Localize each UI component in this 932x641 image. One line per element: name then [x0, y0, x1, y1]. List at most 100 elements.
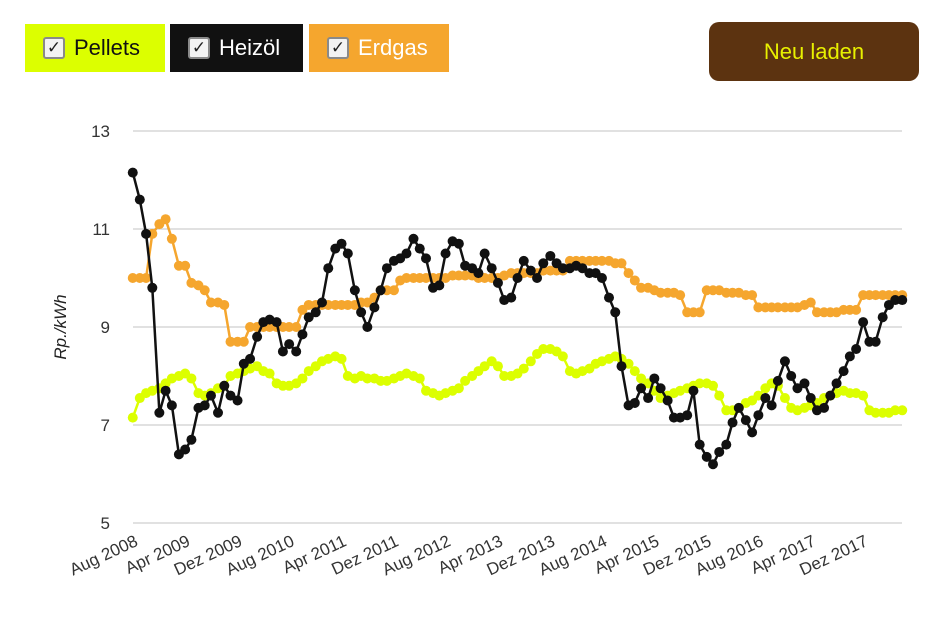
- data-point-heizoel: [557, 263, 568, 274]
- data-point-heizoel: [538, 258, 549, 269]
- data-point-heizoel: [858, 317, 869, 328]
- data-point-pellets: [538, 344, 549, 355]
- y-tick-label: 13: [91, 122, 110, 141]
- data-point-heizoel: [525, 265, 536, 276]
- data-point-heizoel: [753, 410, 764, 421]
- data-point-heizoel: [127, 167, 138, 178]
- data-point-heizoel: [199, 400, 210, 411]
- data-point-erdgas: [753, 302, 764, 313]
- data-point-erdgas: [199, 285, 210, 296]
- data-point-pellets: [707, 380, 718, 391]
- data-point-heizoel: [694, 439, 705, 450]
- data-point-erdgas: [460, 270, 471, 281]
- data-point-erdgas: [205, 297, 216, 308]
- data-point-erdgas: [284, 322, 295, 332]
- data-point-heizoel: [877, 312, 888, 323]
- data-point-heizoel: [369, 302, 380, 313]
- data-point-heizoel: [147, 282, 158, 293]
- data-point-pellets: [518, 363, 529, 374]
- data-point-erdgas: [291, 322, 302, 332]
- data-point-erdgas: [401, 273, 412, 283]
- y-tick-label: 11: [92, 220, 110, 239]
- data-point-heizoel: [727, 417, 738, 428]
- data-point-pellets: [414, 373, 425, 384]
- data-point-heizoel: [616, 361, 627, 372]
- data-point-heizoel: [323, 263, 334, 274]
- data-point-pellets: [714, 390, 725, 401]
- data-point-heizoel: [473, 268, 484, 279]
- data-point-heizoel: [512, 273, 523, 283]
- reload-button[interactable]: Neu laden: [709, 22, 919, 81]
- legend-toggle-erdgas[interactable]: ✓ Erdgas: [309, 24, 449, 72]
- checkbox-pellets[interactable]: ✓: [43, 37, 65, 59]
- data-point-heizoel: [205, 390, 216, 401]
- data-point-heizoel: [779, 356, 790, 367]
- data-point-pellets: [525, 356, 536, 367]
- data-point-heizoel: [890, 295, 901, 306]
- legend-label-heizoel: Heizöl: [219, 35, 281, 60]
- data-point-heizoel: [596, 273, 607, 283]
- data-point-erdgas: [166, 233, 177, 244]
- data-point-erdgas: [629, 275, 640, 286]
- data-point-heizoel: [180, 444, 191, 455]
- data-point-heizoel: [506, 292, 517, 303]
- legend-toggle-pellets[interactable]: ✓ Pellets: [25, 24, 165, 72]
- y-tick-label: 7: [101, 416, 110, 435]
- data-point-erdgas: [342, 299, 353, 310]
- data-point-erdgas: [747, 290, 758, 301]
- data-point-pellets: [460, 375, 471, 386]
- data-point-heizoel: [297, 329, 308, 340]
- data-point-heizoel: [401, 248, 412, 259]
- data-point-erdgas: [245, 322, 256, 332]
- data-point-erdgas: [694, 307, 705, 318]
- data-point-pellets: [362, 373, 373, 384]
- data-point-heizoel: [610, 307, 621, 318]
- data-point-heizoel: [453, 238, 464, 249]
- data-point-heizoel: [421, 253, 432, 264]
- data-point-heizoel: [721, 439, 732, 450]
- data-point-erdgas: [421, 273, 432, 283]
- data-point-heizoel: [838, 366, 849, 377]
- data-point-pellets: [297, 373, 308, 384]
- data-point-pellets: [636, 373, 647, 384]
- data-point-heizoel: [831, 378, 842, 389]
- data-point-heizoel: [186, 434, 197, 445]
- data-point-erdgas: [180, 260, 191, 271]
- data-point-heizoel: [245, 353, 256, 364]
- data-point-heizoel: [154, 407, 165, 418]
- data-point-heizoel: [643, 393, 654, 404]
- data-point-pellets: [453, 383, 464, 394]
- checkbox-erdgas[interactable]: ✓: [327, 37, 349, 59]
- data-point-pellets: [890, 405, 901, 416]
- data-point-erdgas: [636, 282, 647, 293]
- data-point-heizoel: [408, 233, 419, 244]
- y-tick-label: 5: [101, 514, 110, 533]
- series-heizoel: [127, 167, 908, 470]
- data-point-heizoel: [792, 383, 803, 394]
- data-point-heizoel: [851, 344, 862, 355]
- data-point-pellets: [897, 405, 908, 416]
- data-point-heizoel: [492, 277, 503, 288]
- data-point-erdgas: [238, 336, 249, 347]
- data-point-heizoel: [714, 446, 725, 457]
- data-point-heizoel: [232, 395, 243, 406]
- data-point-heizoel: [766, 400, 777, 411]
- data-point-heizoel: [662, 395, 673, 406]
- legend-toggle-heizoel[interactable]: ✓ Heizöl: [170, 24, 303, 72]
- data-point-heizoel: [740, 415, 751, 426]
- data-point-heizoel: [844, 351, 855, 362]
- data-point-pellets: [303, 366, 314, 377]
- data-point-erdgas: [655, 287, 666, 298]
- data-point-heizoel: [310, 307, 321, 318]
- data-point-heizoel: [434, 280, 445, 291]
- data-point-heizoel: [134, 194, 145, 205]
- data-point-heizoel: [342, 248, 353, 259]
- data-point-heizoel: [317, 297, 328, 308]
- data-point-heizoel: [303, 312, 314, 323]
- series-pellets: [127, 344, 908, 423]
- checkbox-heizoel[interactable]: ✓: [188, 37, 210, 59]
- y-tick-label: 9: [101, 318, 110, 337]
- data-point-heizoel: [760, 393, 771, 404]
